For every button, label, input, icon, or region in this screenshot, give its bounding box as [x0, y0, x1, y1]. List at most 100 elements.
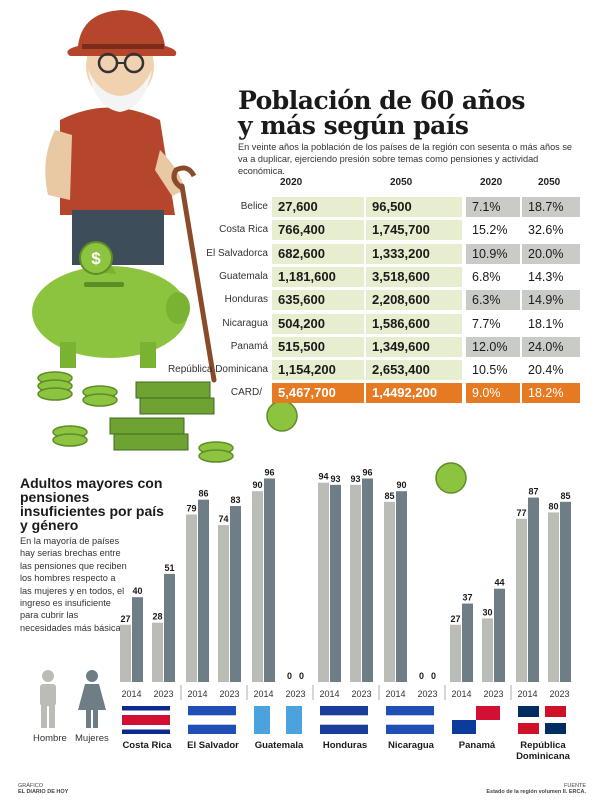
data-label: 27 — [120, 614, 130, 624]
year-label: 2023 — [285, 689, 305, 699]
bar — [120, 624, 131, 682]
country-name: Nicaragua — [222, 317, 268, 329]
credit-line-1: GRÁFICO — [18, 783, 44, 789]
credit: GRÁFICO EL DIARIO DE HOY — [18, 783, 68, 795]
table-row: Nicaragua 504,200 1,586,600 7.7% 18.1% — [160, 313, 580, 336]
flag-stripe — [270, 706, 286, 734]
legend-men: Hombre — [33, 733, 67, 744]
data-label: 86 — [198, 489, 208, 499]
bar — [264, 478, 275, 682]
bar — [528, 497, 539, 682]
legend-icons — [40, 670, 106, 728]
title-line-2: y más según país — [238, 111, 469, 140]
data-label: 40 — [132, 586, 142, 596]
flag-stripe — [452, 720, 476, 734]
pop-2050: 2,208,600 — [366, 290, 462, 311]
data-label: 90 — [396, 480, 406, 490]
bar — [186, 514, 197, 682]
year-label: 2023 — [153, 689, 173, 699]
col-header-2020: 2020 — [280, 177, 303, 188]
country-label-wrap: Nicaragua — [388, 740, 434, 751]
table-total-row: CARD/5,467,700 1,4492,200 9.0% 18.2% — [160, 383, 580, 405]
nicaragua-flag-icon — [386, 706, 434, 734]
bar — [132, 597, 143, 682]
country-label: República Dominicana — [516, 740, 570, 762]
pop-2020: 1,154,200 — [272, 360, 364, 381]
year-label: 2014 — [253, 689, 273, 699]
page-subtitle: En veinte años la población de los paíse… — [238, 142, 573, 176]
country-label-wrap: Costa Rica — [122, 740, 171, 751]
country-label: Nicaragua — [388, 740, 434, 751]
pct-2020: 7.1% — [466, 197, 520, 217]
bar — [494, 588, 505, 682]
table-row: Guatemala 1,181,600 3,518,600 6.8% 14.3% — [160, 266, 580, 289]
pct-header-2050: 2050 — [538, 177, 561, 188]
source: FUENTE Estado de la región volumen II. E… — [476, 783, 586, 795]
pop-2020: 682,600 — [272, 243, 364, 264]
bar — [516, 518, 527, 682]
pct-2020: 6.3% — [466, 290, 520, 311]
bar — [482, 618, 493, 682]
data-label: 74 — [218, 514, 228, 524]
data-label: 37 — [462, 593, 472, 603]
bar — [350, 484, 361, 682]
bar — [152, 622, 163, 682]
year-label: 2023 — [351, 689, 371, 699]
pct-2020: 12.0% — [466, 336, 520, 357]
country-name: Panamá — [230, 340, 268, 352]
year-label: 2014 — [385, 689, 405, 699]
pop-2020: 27,600 — [272, 197, 364, 217]
year-label: 2014 — [319, 689, 339, 699]
piggy-bank-icon: $ — [32, 241, 190, 368]
country-label-wrap: Panamá — [459, 740, 495, 751]
honduras-flag-icon — [320, 706, 368, 734]
pop-2050: 1,745,700 — [366, 220, 462, 241]
country-label: Guatemala — [254, 740, 304, 751]
pct-2050: 18.2% — [522, 383, 580, 404]
page-title: Población de 60 años y más según país — [238, 88, 578, 138]
pct-2020: 7.7% — [466, 313, 520, 334]
year-label: 2014 — [451, 689, 471, 699]
country-name: El Salvadorca — [206, 247, 268, 259]
country-name: Belice — [240, 201, 268, 212]
table-row: Panamá 515,500 1,349,600 12.0% 24.0% — [160, 336, 580, 359]
dominican-republic-flag-icon — [518, 706, 566, 734]
flag-stripe — [320, 715, 368, 725]
flag-stripe — [122, 715, 170, 725]
pct-header-2020: 2020 — [480, 177, 503, 188]
pop-2020: 515,500 — [272, 336, 364, 357]
bar — [218, 525, 229, 682]
data-label: 0 — [419, 671, 424, 681]
data-label: 79 — [186, 504, 196, 514]
bar — [330, 484, 341, 682]
pct-2050: 20.0% — [522, 243, 580, 264]
data-label: 0 — [431, 671, 436, 681]
credit-line-2: EL DIARIO DE HOY — [18, 789, 69, 795]
pop-2020: 1,181,600 — [272, 266, 364, 287]
cash-stack-icon — [109, 381, 215, 451]
country-label-wrap: Honduras — [322, 740, 368, 751]
data-label: 27 — [450, 614, 460, 624]
data-label: 93 — [330, 474, 340, 484]
pct-2050: 14.9% — [522, 290, 580, 311]
country-label-wrap: República Dominicana — [516, 740, 570, 762]
data-label: 30 — [482, 607, 492, 617]
section2-text: En la mayoría de países hay serias brech… — [20, 536, 128, 633]
bar — [450, 624, 461, 682]
country-name: Honduras — [224, 294, 268, 306]
pop-2050: 1,333,200 — [366, 243, 462, 264]
country-label-wrap: Guatemala — [254, 740, 304, 751]
source-line-1: FUENTE — [564, 783, 586, 789]
data-label: 0 — [287, 671, 292, 681]
data-label: 44 — [494, 578, 504, 588]
country-label: Honduras — [322, 740, 368, 751]
table-row: Honduras 635,600 2,208,600 6.3% 14.9% — [160, 290, 580, 312]
data-label: 51 — [164, 563, 174, 573]
year-label: 2014 — [187, 689, 207, 699]
col-header-2050: 2050 — [390, 177, 413, 188]
pct-2050: 18.1% — [522, 313, 580, 334]
el-salvador-flag-icon — [188, 706, 236, 734]
pct-2050: 32.6% — [522, 220, 580, 241]
section2-title: Adultos mayores con pensiones insuficien… — [20, 475, 164, 533]
pop-2020: 766,400 — [272, 220, 364, 241]
